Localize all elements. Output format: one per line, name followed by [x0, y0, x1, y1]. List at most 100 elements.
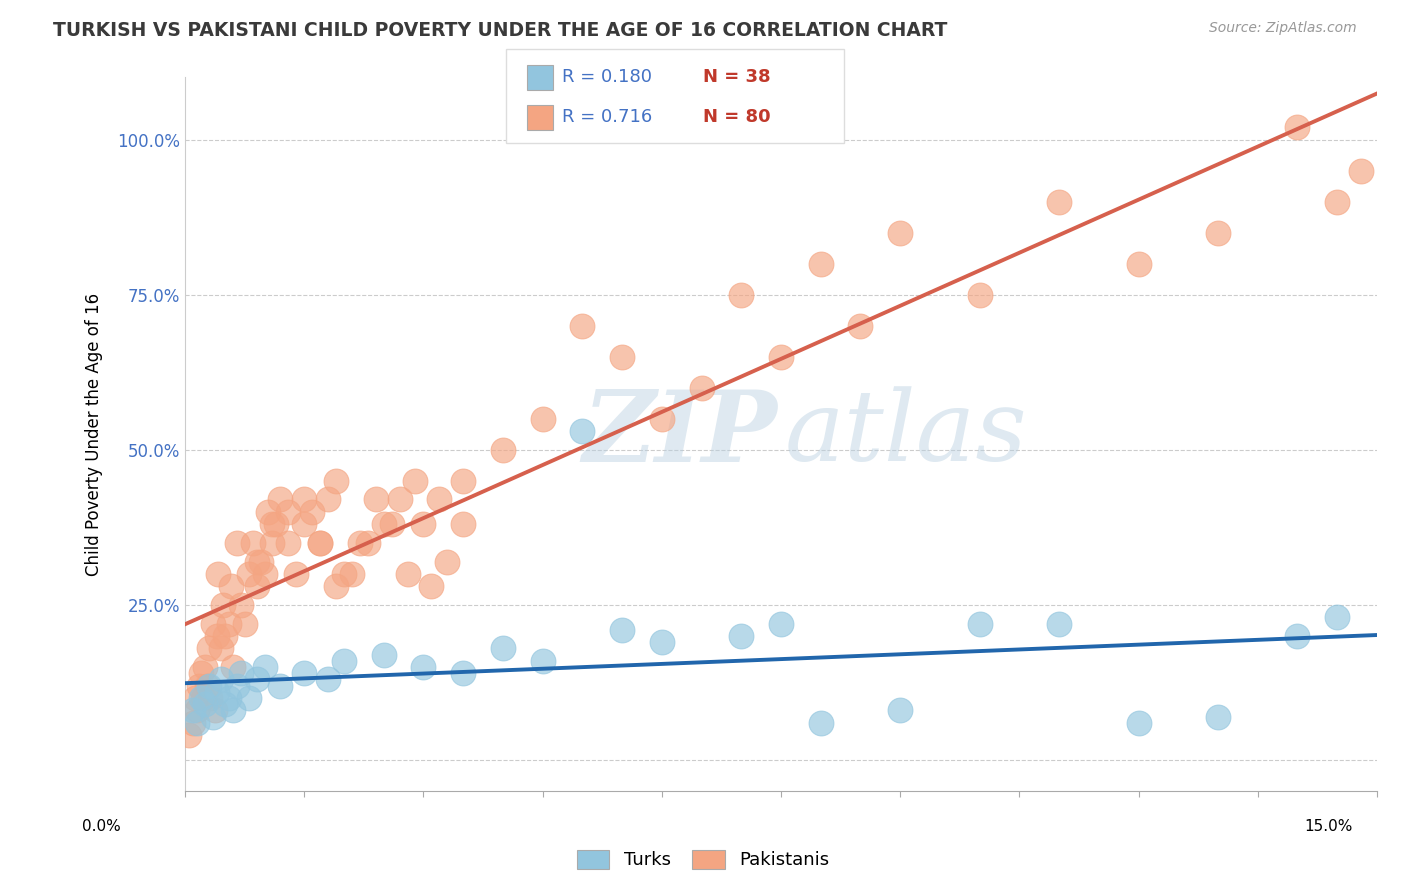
Point [610, 350, 633, 364]
Point [205, 685, 228, 699]
Point [451, 474, 474, 488]
Point [190, 666, 212, 681]
Point [405, 474, 427, 488]
Point [194, 698, 217, 712]
Point [188, 679, 211, 693]
Point [1326, 610, 1348, 624]
Point [195, 679, 218, 693]
Text: 0.0%: 0.0% [82, 819, 121, 834]
Point [222, 704, 245, 718]
Point [810, 715, 832, 730]
Point [200, 691, 222, 706]
Point [420, 579, 443, 593]
Point [209, 673, 232, 687]
Point [292, 492, 315, 507]
Point [325, 579, 347, 593]
Point [651, 635, 673, 649]
Point [204, 704, 226, 718]
Point [610, 623, 633, 637]
Point [277, 536, 299, 550]
Point [309, 536, 332, 550]
Point [889, 226, 911, 240]
Point [340, 566, 363, 581]
Point [316, 492, 339, 507]
Point [651, 411, 673, 425]
Point [1286, 120, 1309, 134]
Point [269, 679, 291, 693]
Point [373, 517, 395, 532]
Point [201, 616, 224, 631]
Point [242, 536, 264, 550]
Point [177, 728, 200, 742]
Point [225, 679, 247, 693]
Point [277, 505, 299, 519]
Point [218, 691, 240, 706]
Point [412, 660, 434, 674]
Point [309, 536, 332, 550]
Point [233, 616, 256, 631]
Point [388, 492, 411, 507]
Point [690, 381, 713, 395]
Point [205, 629, 228, 643]
Point [381, 517, 404, 532]
Point [364, 492, 387, 507]
Point [186, 704, 208, 718]
Point [218, 616, 240, 631]
Point [245, 579, 267, 593]
Point [214, 629, 236, 643]
Point [531, 411, 554, 425]
Y-axis label: Child Poverty Under the Age of 16: Child Poverty Under the Age of 16 [86, 293, 103, 576]
Point [451, 517, 474, 532]
Point [492, 641, 515, 656]
Point [357, 536, 380, 550]
Point [969, 287, 991, 301]
Text: Source: ZipAtlas.com: Source: ZipAtlas.com [1209, 21, 1357, 35]
Text: ZIP: ZIP [582, 386, 778, 483]
Point [1326, 194, 1348, 209]
Point [810, 257, 832, 271]
Point [186, 715, 208, 730]
Point [245, 673, 267, 687]
Point [222, 660, 245, 674]
Point [292, 517, 315, 532]
Point [316, 673, 339, 687]
Text: 15.0%: 15.0% [1305, 819, 1353, 834]
Point [1047, 194, 1070, 209]
Point [194, 660, 217, 674]
Point [229, 598, 252, 612]
Text: TURKISH VS PAKISTANI CHILD POVERTY UNDER THE AGE OF 16 CORRELATION CHART: TURKISH VS PAKISTANI CHILD POVERTY UNDER… [53, 21, 948, 39]
Point [257, 505, 280, 519]
Point [427, 492, 450, 507]
Point [571, 318, 593, 333]
Point [412, 517, 434, 532]
Text: R = 0.180: R = 0.180 [562, 69, 652, 87]
Point [207, 566, 229, 581]
Point [238, 566, 260, 581]
Point [209, 641, 232, 656]
Point [373, 648, 395, 662]
Point [181, 704, 204, 718]
Text: atlas: atlas [785, 386, 1028, 482]
Point [212, 598, 235, 612]
Point [325, 474, 347, 488]
Point [229, 666, 252, 681]
Point [219, 579, 242, 593]
Point [225, 536, 247, 550]
Point [198, 641, 221, 656]
Point [201, 709, 224, 723]
Point [849, 318, 872, 333]
Text: R = 0.716: R = 0.716 [562, 108, 652, 126]
Point [730, 629, 752, 643]
Point [269, 492, 291, 507]
Point [571, 424, 593, 438]
Point [181, 715, 204, 730]
Point [285, 566, 308, 581]
Point [396, 566, 419, 581]
Point [262, 536, 284, 550]
Point [1350, 163, 1372, 178]
Point [1206, 226, 1229, 240]
Point [266, 517, 288, 532]
Point [198, 679, 221, 693]
Point [531, 654, 554, 668]
Point [1128, 257, 1150, 271]
